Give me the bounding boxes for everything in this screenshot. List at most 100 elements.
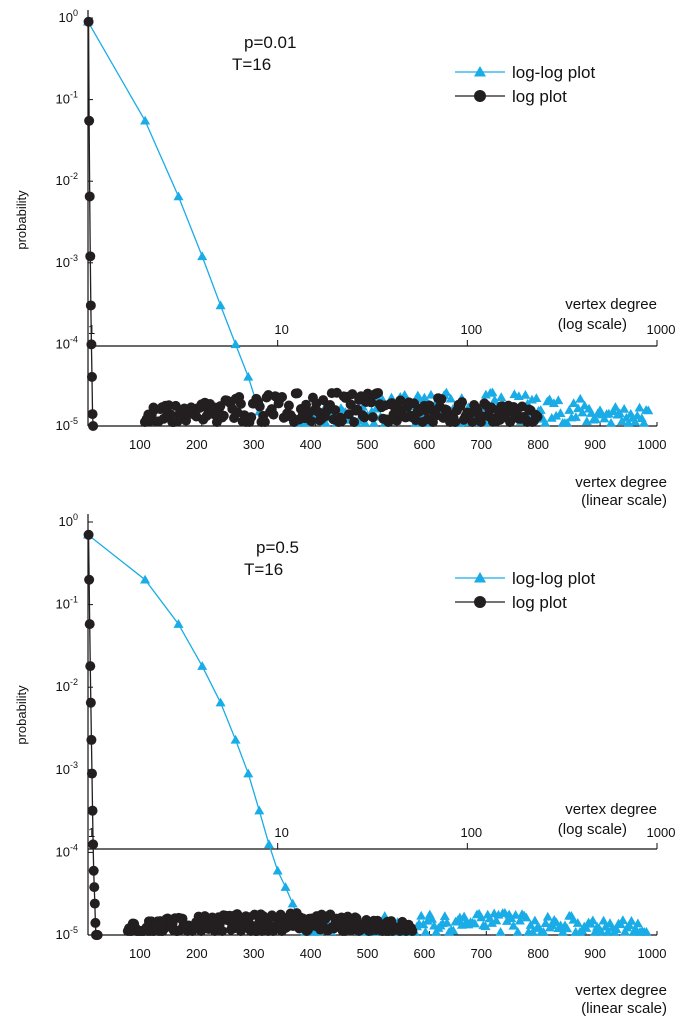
data-point	[448, 925, 459, 935]
data-point	[450, 417, 461, 427]
data-point	[84, 191, 95, 202]
data-point	[469, 918, 480, 928]
series-line	[87, 21, 260, 412]
data-point	[419, 392, 430, 402]
data-point	[599, 413, 610, 423]
data-point	[349, 417, 360, 427]
data-point	[197, 661, 208, 670]
data-point	[85, 661, 96, 672]
data-point	[547, 920, 558, 930]
data-point	[553, 395, 564, 405]
legend-label: log-log plot	[512, 63, 595, 82]
data-point	[302, 924, 313, 935]
data-point	[246, 412, 257, 423]
data-point	[568, 398, 579, 408]
data-point	[84, 115, 95, 126]
y-tick-base: 10	[56, 418, 70, 433]
y-axis-label: probability	[14, 685, 29, 745]
data-point	[590, 414, 601, 423]
x-linear-tick-label: 700	[470, 946, 492, 961]
data-point	[215, 697, 226, 707]
y-tick-base: 10	[56, 927, 70, 942]
y-tick-label: 10-3	[56, 253, 78, 270]
y-tick-exponent: -2	[70, 677, 78, 687]
y-tick-exponent: -4	[70, 842, 78, 852]
data-point	[366, 397, 377, 408]
data-point	[306, 416, 317, 427]
x-linear-tick-label: 300	[243, 437, 265, 452]
x-linear-tick-label: 600	[414, 437, 436, 452]
data-point	[531, 393, 542, 403]
data-point	[617, 915, 628, 925]
legend-triangle-marker	[474, 572, 486, 583]
data-point	[89, 882, 100, 893]
series-log-log	[83, 529, 652, 936]
data-point	[564, 405, 575, 414]
data-point	[92, 930, 103, 940]
data-point	[218, 410, 229, 421]
annotation-line-2: T=16	[232, 55, 271, 74]
data-point	[634, 402, 645, 412]
data-point	[272, 865, 283, 875]
data-point	[330, 405, 341, 416]
x-linear-tick-label: 900	[584, 437, 606, 452]
y-tick-label: 10-2	[56, 677, 78, 694]
x-linear-label-line1: vertex degree	[575, 474, 667, 491]
y-tick-base: 10	[59, 514, 73, 529]
data-point	[87, 409, 98, 420]
data-point	[395, 395, 406, 406]
y-tick-label: 100	[59, 512, 78, 529]
data-point	[521, 912, 532, 922]
legend: log-log plot log plot	[455, 63, 595, 106]
data-point	[283, 400, 294, 411]
data-point	[626, 916, 637, 925]
data-point	[551, 410, 562, 420]
y-tick-label: 10-2	[56, 171, 78, 188]
data-point	[532, 411, 543, 422]
data-point	[243, 371, 254, 381]
data-point	[88, 421, 99, 431]
legend-triangle-marker	[474, 66, 486, 77]
data-point	[243, 768, 254, 778]
data-point	[351, 913, 362, 924]
data-point	[347, 389, 358, 400]
data-point	[173, 619, 184, 628]
x-log-tick-label: 10	[274, 825, 288, 840]
legend-circle-marker	[474, 90, 486, 102]
x-log-label-line1: vertex degree	[565, 801, 657, 818]
series-log	[83, 16, 543, 431]
data-point	[555, 408, 566, 417]
y-tick-label: 10-4	[56, 334, 78, 351]
data-point	[416, 910, 427, 920]
data-point	[587, 915, 598, 925]
data-point	[577, 407, 588, 417]
data-point	[586, 408, 597, 417]
data-point	[603, 408, 614, 418]
data-point	[538, 927, 549, 936]
data-point	[367, 412, 378, 423]
y-tick-exponent: -1	[70, 90, 78, 100]
data-point	[441, 387, 452, 397]
data-point	[170, 400, 181, 411]
x-linear-tick-label: 800	[527, 437, 549, 452]
y-tick-base: 10	[56, 173, 70, 188]
data-point	[562, 923, 573, 933]
y-tick-base: 10	[56, 844, 70, 859]
y-tick-exponent: 0	[73, 8, 78, 18]
x-linear-label-line1: vertex degree	[575, 982, 667, 999]
data-point	[544, 394, 555, 404]
data-point	[215, 300, 226, 310]
data-point	[277, 392, 288, 403]
legend-circle-marker	[474, 596, 486, 608]
data-point	[173, 191, 184, 201]
y-tick-label: 10-4	[56, 842, 78, 859]
x-linear-tick-label: 300	[243, 946, 265, 961]
data-point	[84, 619, 95, 630]
x-linear-tick-label: 200	[186, 946, 208, 961]
data-point	[86, 339, 97, 350]
data-point	[368, 418, 379, 427]
data-point	[572, 918, 583, 927]
data-point	[573, 403, 584, 413]
data-point	[514, 915, 525, 925]
legend-label: log plot	[512, 87, 567, 106]
